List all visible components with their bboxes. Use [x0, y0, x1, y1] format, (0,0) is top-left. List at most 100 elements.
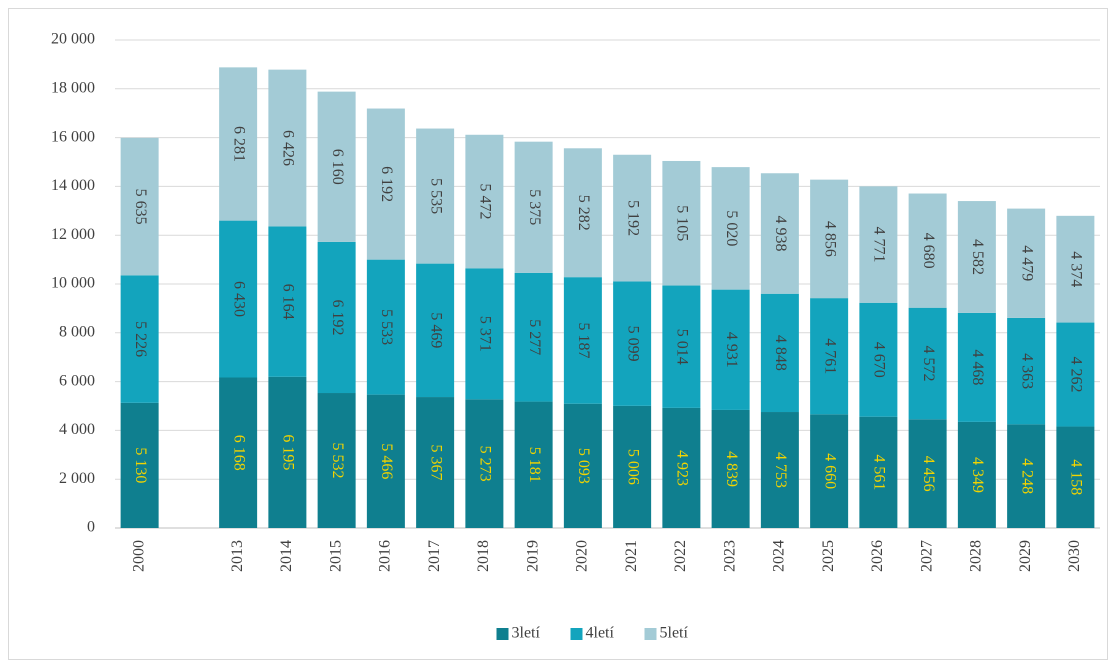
- data-label: 6 195: [280, 434, 297, 470]
- y-tick-label: 8 000: [59, 323, 95, 340]
- y-tick-label: 16 000: [51, 128, 95, 145]
- bar-segment: [613, 405, 652, 528]
- data-label: 5 277: [526, 319, 543, 355]
- x-tick-label: 2015: [327, 540, 344, 572]
- x-tick-label: 2025: [820, 540, 837, 572]
- data-label: 5 105: [674, 205, 691, 241]
- bar-segment: [908, 193, 947, 308]
- bar-segment: [465, 134, 504, 269]
- data-label: 4 848: [772, 335, 789, 371]
- data-label: 5 093: [575, 448, 592, 484]
- bar-segment: [1056, 322, 1095, 427]
- x-tick-label: 2000: [130, 540, 147, 572]
- bar-segment: [859, 302, 898, 417]
- data-label: 6 164: [280, 284, 297, 320]
- legend-swatch: [496, 628, 509, 640]
- x-tick-label: 2014: [278, 540, 295, 572]
- bar-segment: [859, 186, 898, 303]
- y-tick-label: 20 000: [51, 31, 95, 48]
- data-label: 4 158: [1068, 459, 1085, 495]
- bar-segment: [268, 376, 307, 528]
- x-tick-label: 2029: [1017, 540, 1034, 572]
- legend-swatch: [570, 628, 583, 640]
- bar-segment: [810, 179, 849, 299]
- data-label: 4 582: [969, 239, 986, 275]
- x-tick-label: 2016: [377, 540, 394, 572]
- bar-segment: [416, 397, 455, 528]
- x-tick-label: 2019: [524, 540, 541, 572]
- data-label: 4 771: [871, 227, 888, 263]
- x-tick-label: 2021: [623, 540, 640, 572]
- bar-segment: [219, 377, 258, 528]
- data-label: 5 371: [477, 316, 494, 352]
- bar-segment: [859, 416, 898, 528]
- bar-segment: [317, 241, 356, 394]
- y-tick-label: 14 000: [51, 177, 95, 194]
- x-tick-label: 2020: [574, 540, 591, 572]
- y-tick-label: 6 000: [59, 372, 95, 389]
- bar-segment: [760, 173, 799, 294]
- data-label: 4 753: [772, 452, 789, 488]
- data-label: 5 014: [674, 329, 691, 365]
- data-label: 4 374: [1068, 251, 1085, 287]
- data-label: 6 426: [280, 130, 297, 166]
- bar-segment: [465, 268, 504, 400]
- x-tick-label: 2023: [721, 540, 738, 572]
- x-tick-label: 2028: [968, 540, 985, 572]
- bar-segment: [366, 394, 405, 528]
- bar-segment: [514, 272, 553, 402]
- x-tick-label: 2022: [672, 540, 689, 572]
- y-tick-label: 0: [87, 519, 95, 536]
- data-label: 5 635: [132, 189, 149, 225]
- data-label: 5 130: [132, 447, 149, 483]
- bar-segment: [563, 277, 602, 404]
- data-label: 4 572: [920, 345, 937, 381]
- data-label: 4 931: [723, 332, 740, 368]
- data-label: 5 466: [378, 443, 395, 479]
- data-label: 5 006: [624, 449, 641, 485]
- legend-swatch: [644, 628, 657, 640]
- bar-segment: [465, 399, 504, 528]
- bar-segment: [760, 293, 799, 413]
- x-tick-label: 2018: [475, 540, 492, 572]
- data-label: 4 262: [1068, 357, 1085, 393]
- bar-segment: [810, 414, 849, 528]
- data-label: 4 479: [1018, 245, 1035, 281]
- bar-segment: [711, 409, 750, 528]
- bar-segment: [514, 141, 553, 273]
- data-label: 5 532: [329, 443, 346, 479]
- data-label: 4 248: [1018, 458, 1035, 494]
- bar-segment: [219, 67, 258, 221]
- data-label: 5 375: [526, 189, 543, 225]
- x-tick-label: 2030: [1066, 540, 1083, 572]
- data-label: 5 282: [575, 195, 592, 231]
- data-label: 5 226: [132, 321, 149, 357]
- data-label: 4 856: [821, 221, 838, 257]
- bar-segment: [1007, 317, 1046, 425]
- legend-label: 5letí: [660, 625, 689, 642]
- bar-segment: [120, 137, 159, 276]
- x-tick-label: 2013: [229, 540, 246, 572]
- y-tick-label: 10 000: [51, 275, 95, 292]
- bar-segment: [1007, 424, 1046, 528]
- legend-label: 3letí: [512, 625, 541, 642]
- bar-segment: [268, 226, 307, 377]
- data-label: 4 938: [772, 215, 789, 251]
- data-label: 5 181: [526, 447, 543, 483]
- data-label: 5 273: [477, 446, 494, 482]
- bar-segment: [366, 259, 405, 395]
- data-label: 4 680: [920, 233, 937, 269]
- bar-segment: [366, 108, 405, 260]
- data-label: 5 192: [624, 200, 641, 236]
- data-label: 4 363: [1018, 353, 1035, 389]
- bar-segment: [711, 167, 750, 290]
- data-label: 5 533: [378, 309, 395, 345]
- bar-segment: [1056, 215, 1095, 323]
- bar-segment: [810, 298, 849, 415]
- bar-segment: [219, 220, 258, 378]
- bar-segment: [563, 403, 602, 528]
- data-label: 6 192: [378, 166, 395, 202]
- data-label: 5 535: [427, 178, 444, 214]
- x-tick-label: 2017: [426, 540, 443, 572]
